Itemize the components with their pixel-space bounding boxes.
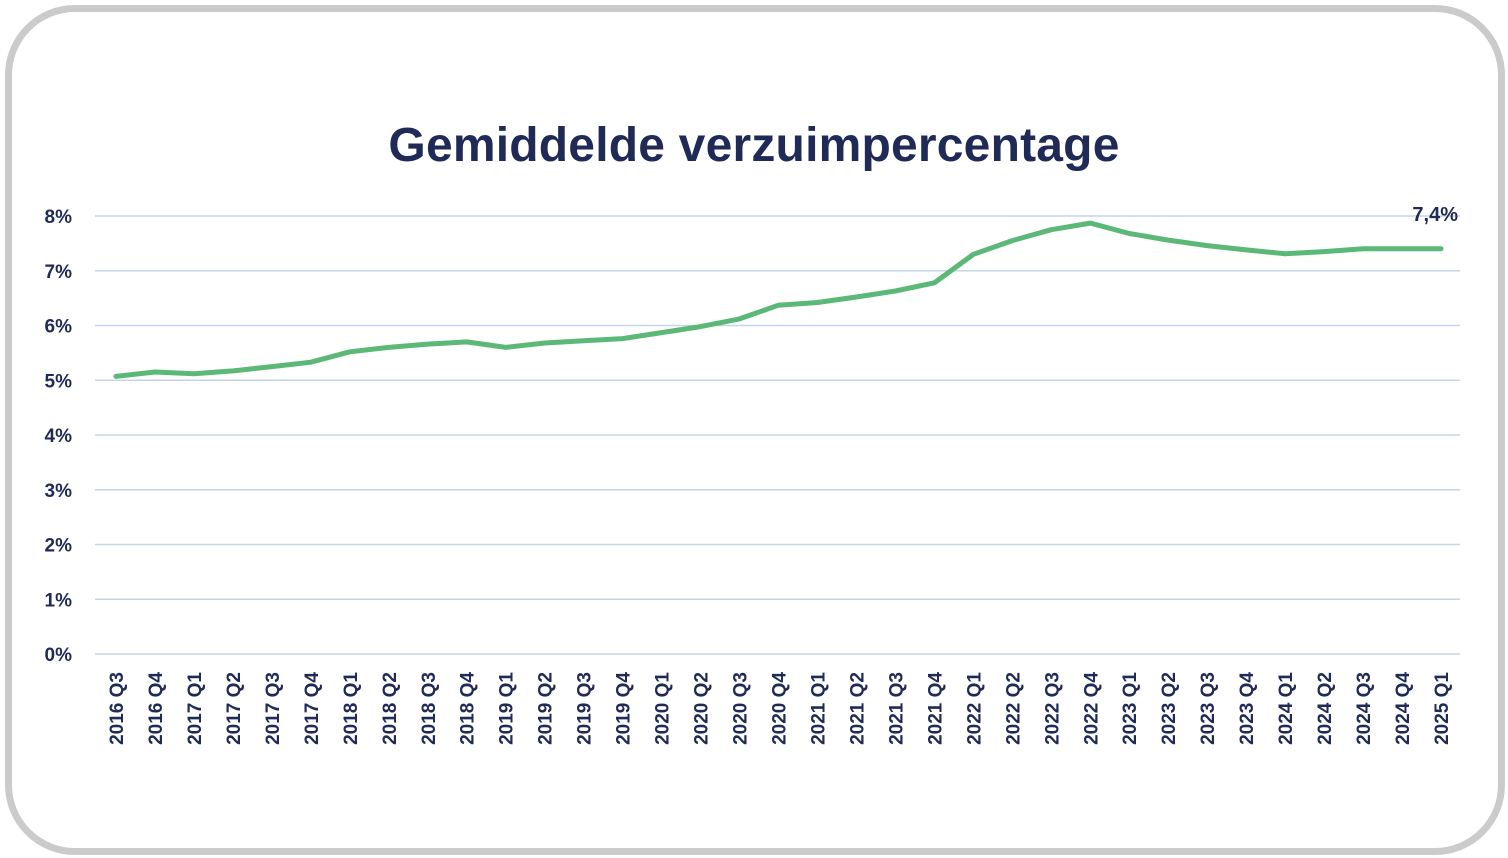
x-tick-label: 2022 Q4 <box>1081 672 1102 745</box>
y-tick-label: 0% <box>45 645 73 666</box>
x-tick-label: 2022 Q3 <box>1042 672 1063 745</box>
x-tick-label: 2022 Q1 <box>964 672 985 745</box>
x-tick-label: 2020 Q1 <box>653 672 674 745</box>
x-tick-label: 2018 Q4 <box>458 672 479 745</box>
x-tick-label: 2021 Q4 <box>925 672 946 745</box>
x-tick-label: 2021 Q2 <box>847 672 868 745</box>
x-tick-label: 2023 Q2 <box>1159 672 1180 745</box>
x-tick-label: 2021 Q1 <box>808 672 829 745</box>
x-tick-label: 2019 Q3 <box>575 672 596 745</box>
x-tick-label: 2019 Q4 <box>614 672 635 745</box>
x-tick-label: 2017 Q2 <box>224 672 245 745</box>
y-tick-label: 3% <box>45 481 73 502</box>
y-tick-label: 4% <box>45 426 73 447</box>
y-tick-label: 5% <box>45 371 73 392</box>
chart-frame <box>5 5 1505 855</box>
x-tick-label: 2024 Q2 <box>1315 672 1336 745</box>
y-tick-label: 1% <box>45 590 73 611</box>
x-tick-label: 2018 Q1 <box>341 672 362 745</box>
x-tick-label: 2024 Q3 <box>1354 672 1375 745</box>
x-tick-label: 2025 Q1 <box>1432 672 1453 745</box>
y-tick-label: 7% <box>45 262 73 283</box>
x-tick-label: 2020 Q3 <box>731 672 752 745</box>
x-tick-label: 2016 Q4 <box>146 672 167 745</box>
x-tick-label: 2019 Q1 <box>497 672 518 745</box>
x-tick-label: 2023 Q4 <box>1237 672 1258 745</box>
x-tick-label: 2017 Q1 <box>185 672 206 745</box>
x-tick-label: 2022 Q2 <box>1003 672 1024 745</box>
x-tick-label: 2021 Q3 <box>886 672 907 745</box>
x-tick-label: 2023 Q3 <box>1198 672 1219 745</box>
x-tick-label: 2023 Q1 <box>1120 672 1141 745</box>
x-tick-label: 2024 Q1 <box>1276 672 1297 745</box>
y-tick-label: 8% <box>45 207 73 228</box>
x-tick-label: 2016 Q3 <box>107 672 128 745</box>
data-label: 7,4% <box>1412 204 1458 226</box>
x-tick-label: 2017 Q4 <box>302 672 323 745</box>
x-tick-label: 2017 Q3 <box>263 672 284 745</box>
x-tick-label: 2019 Q2 <box>536 672 557 745</box>
y-tick-label: 6% <box>45 317 73 338</box>
x-tick-label: 2024 Q4 <box>1393 672 1414 745</box>
x-tick-label: 2018 Q3 <box>419 672 440 745</box>
y-tick-label: 2% <box>45 536 73 557</box>
x-tick-label: 2020 Q2 <box>692 672 713 745</box>
x-tick-label: 2018 Q2 <box>380 672 401 745</box>
series-line <box>113 220 1444 379</box>
x-tick-label: 2020 Q4 <box>770 672 791 745</box>
chart-title: Gemiddelde verzuimpercentage <box>388 119 1120 172</box>
